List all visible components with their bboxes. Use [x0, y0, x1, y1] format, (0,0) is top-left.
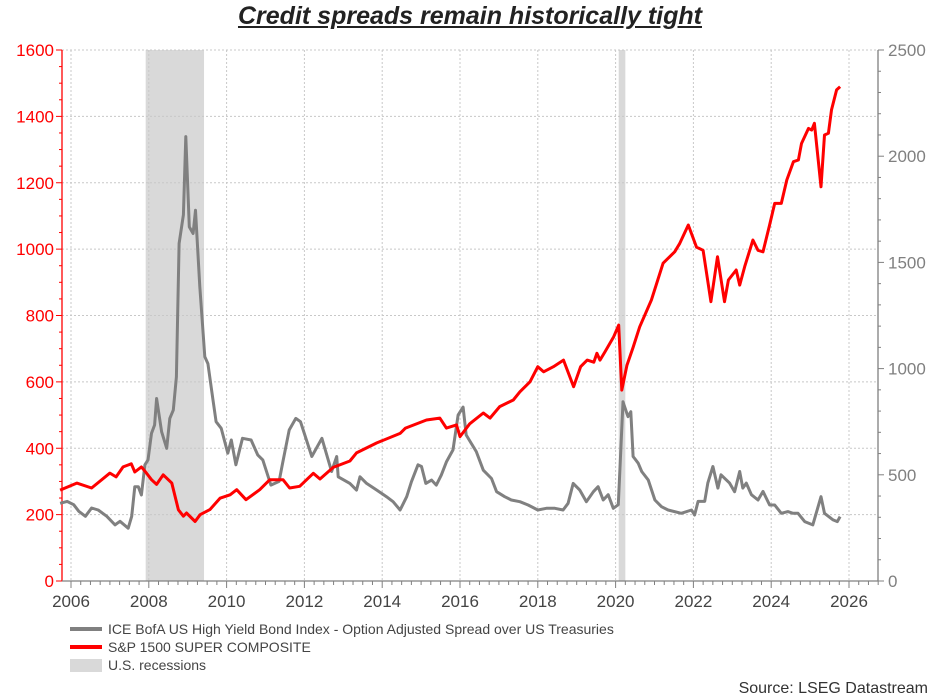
- legend-swatch-spread: [70, 627, 102, 631]
- x-tick-label: 2018: [519, 592, 557, 611]
- left-tick-label: 400: [26, 439, 54, 458]
- x-tick-label: 2022: [674, 592, 712, 611]
- right-tick-label: 1500: [888, 253, 926, 272]
- x-tick-label: 2010: [208, 592, 246, 611]
- right-tick-label: 1000: [888, 360, 926, 379]
- legend-label-sp1500: S&P 1500 SUPER COMPOSITE: [108, 639, 311, 655]
- legend-swatch-recessions: [70, 658, 102, 672]
- x-tick-label: 2006: [52, 592, 90, 611]
- chart-title: Credit spreads remain historically tight: [237, 2, 702, 30]
- left-tick-label: 200: [26, 506, 54, 525]
- series-line-hy-spread: [59, 135, 842, 530]
- left-tick-label: 1400: [16, 107, 54, 126]
- x-tick-label: 2024: [752, 592, 790, 611]
- x-tick-label: 2016: [441, 592, 479, 611]
- legend-swatch-sp1500: [70, 645, 102, 649]
- x-tick-label: 2008: [130, 592, 168, 611]
- legend-item-spread: ICE BofA US High Yield Bond Index - Opti…: [70, 621, 614, 637]
- left-tick-label: 1200: [16, 174, 54, 193]
- right-tick-label: 500: [888, 466, 916, 485]
- source-note: Source: LSEG Datastream: [738, 680, 928, 697]
- x-tick-label: 2026: [830, 592, 868, 611]
- right-tick-label: 2000: [888, 147, 926, 166]
- right-tick-label: 0: [888, 572, 897, 591]
- left-tick-label: 600: [26, 373, 54, 392]
- left-tick-label: 0: [45, 572, 54, 591]
- right-tick-label: 2500: [888, 41, 926, 60]
- legend-item-recessions: U.S. recessions: [70, 657, 206, 673]
- series-line-sp1500: [59, 85, 842, 523]
- x-tick-label: 2012: [285, 592, 323, 611]
- x-tick-label: 2020: [597, 592, 635, 611]
- left-tick-label: 1000: [16, 240, 54, 259]
- left-tick-label: 1600: [16, 41, 54, 60]
- legend-item-sp1500: S&P 1500 SUPER COMPOSITE: [70, 639, 311, 655]
- x-tick-label: 2014: [363, 592, 401, 611]
- legend-label-recessions: U.S. recessions: [108, 657, 207, 673]
- legend-label-spread: ICE BofA US High Yield Bond Index - Opti…: [108, 621, 614, 637]
- left-tick-label: 800: [26, 307, 54, 326]
